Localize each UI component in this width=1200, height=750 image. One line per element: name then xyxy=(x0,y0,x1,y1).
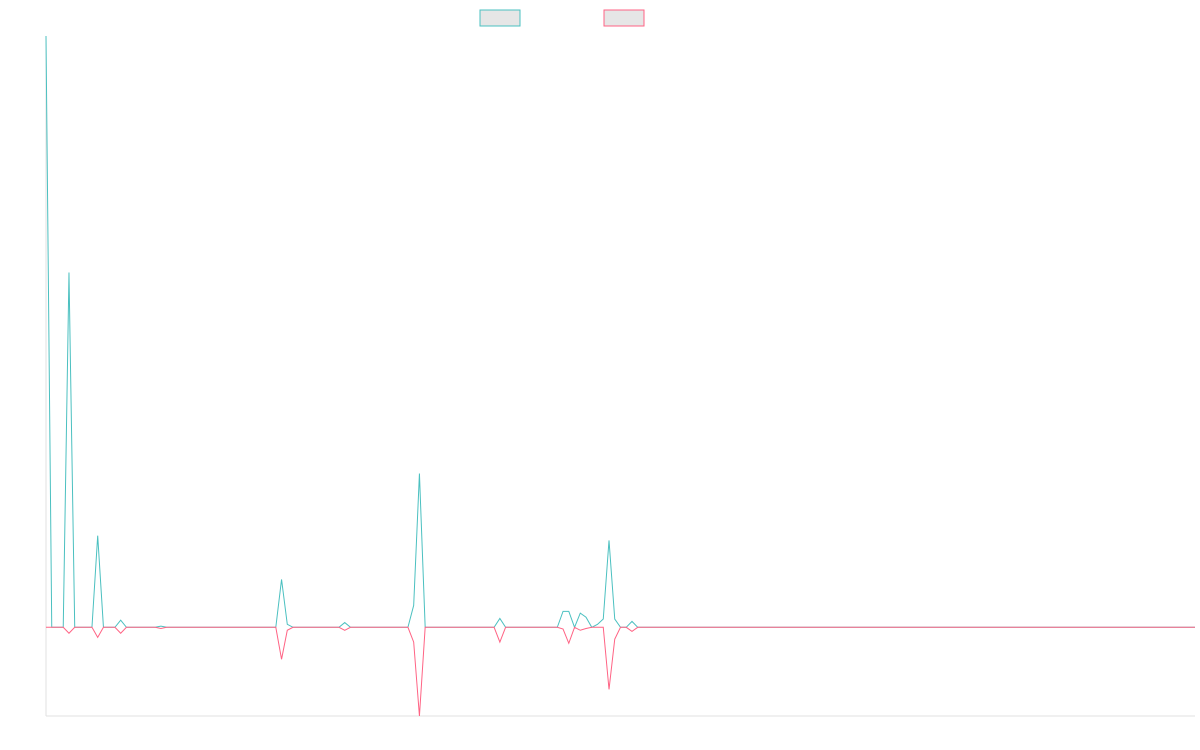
data-line xyxy=(45,35,1195,629)
data-line xyxy=(46,626,1195,717)
legend-swatch xyxy=(479,9,521,27)
legend-swatch xyxy=(603,9,645,27)
